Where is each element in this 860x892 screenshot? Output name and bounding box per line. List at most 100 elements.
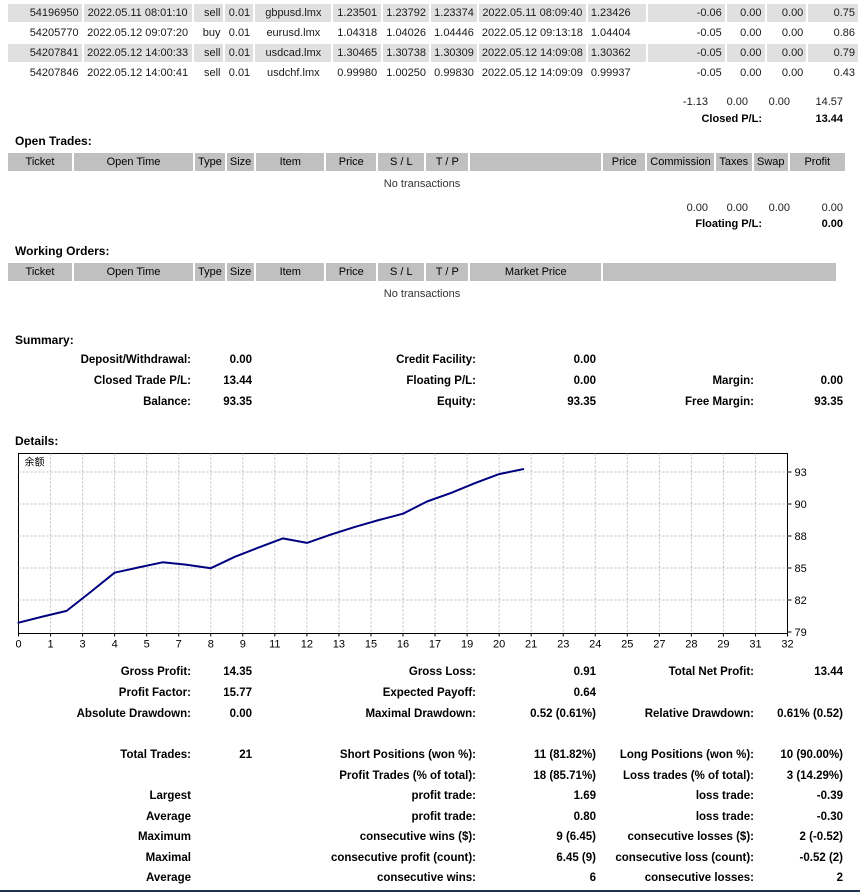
closed-pl-row: Closed P/L: 13.44 (0, 111, 860, 127)
x-tick-label: 13 (333, 639, 345, 651)
closed-trade-row[interactable]: 54207846 2022.05.12 14:00:41 sell 0.01 usdch… (8, 64, 858, 82)
closed-trade-cell: -0.05 (647, 64, 725, 82)
detail-stat-label: Maximal Drawdown: (365, 708, 476, 720)
closed-trade-cell: 1.04446 (431, 24, 477, 42)
summary-heading: Summary: (15, 333, 74, 347)
detail-stat-value: 0.61% (0.52) (777, 708, 843, 720)
closed-trade-cell: 1.30738 (383, 44, 430, 62)
closed-trades-table: 54196950 2022.05.11 08:01:10 sell 0.01 gbpus… (6, 2, 860, 84)
closed-trade-cell: 54207846 (8, 64, 82, 82)
detail-stat-value: 2 (836, 872, 843, 884)
column-header (470, 153, 602, 171)
x-tick-label: 8 (208, 639, 214, 651)
x-tick-label: 21 (525, 639, 537, 651)
open-trades-empty-text: No transactions (383, 178, 461, 190)
balance-chart-container: 93 90 88 85 82 79 0 1 3 4 5 7 8 9 11 12 13 15 16 17 19 20 21 23… (0, 451, 860, 654)
closed-trade-cell: 1.04404 (587, 24, 646, 42)
closed-trade-cell: 1.30362 (587, 44, 646, 62)
x-tick-label: 29 (717, 639, 729, 651)
detail-stat-value: 13.44 (814, 666, 843, 678)
closed-trade-cell: 0.79 (808, 44, 858, 62)
closed-trade-cell: gbpusd.lmx (255, 4, 332, 22)
summary-label: Closed Trade P/L: (93, 375, 191, 387)
detail-stat-value: 6 (589, 872, 596, 884)
detail-stat-label: consecutive losses: (644, 872, 754, 884)
summary-value: 93.35 (223, 396, 252, 408)
details-stats-grid-1: Gross Profit: 14.35 Gross Loss: 0.91 Total N… (0, 662, 843, 725)
detail-stat-label (0, 766, 191, 787)
column-header: Profit (789, 153, 845, 171)
detail-stat-value: 6.45 (9) (556, 851, 596, 864)
column-header: Size (226, 263, 255, 281)
detail-stat-label: consecutive loss (count): (615, 851, 754, 864)
detail-stat-label: Average (146, 810, 191, 823)
detail-stat-value (191, 786, 252, 807)
y-tick-label: 88 (795, 531, 807, 543)
x-tick-label: 28 (685, 639, 697, 651)
bottom-divider (0, 889, 860, 892)
closed-trade-cell: 54205770 (8, 24, 82, 42)
column-header: Open Time (74, 153, 193, 171)
closed-trade-cell: 0.00 (726, 24, 765, 42)
y-tick-label: 82 (795, 595, 807, 607)
summary-label: Balance: (143, 396, 191, 408)
balance-line (17, 468, 525, 624)
open-total-profit: 0.00 (821, 202, 843, 214)
x-tick-label: 11 (269, 639, 280, 651)
column-header: Market Price (470, 263, 602, 281)
closed-trade-row[interactable]: 54205770 2022.05.12 09:07:20 buy 0.01 eurusd… (8, 24, 858, 42)
detail-stat-label: Profit Factor: (118, 687, 191, 699)
x-tick-label: 7 (176, 639, 182, 651)
column-header: Price (326, 153, 377, 171)
closed-trade-cell: 1.23792 (383, 4, 430, 22)
column-header: Commission (647, 153, 714, 171)
x-tick-label: 3 (80, 639, 86, 651)
closed-trade-cell: 0.99830 (431, 64, 477, 82)
closed-trade-cell: 0.75 (808, 4, 858, 22)
closed-trade-cell: 0.01 (225, 4, 254, 22)
y-tick-label: 90 (795, 499, 807, 511)
closed-trade-cell: -0.06 (647, 4, 725, 22)
detail-stat-value: 21 (239, 749, 252, 761)
detail-stat-value: 0.91 (573, 666, 596, 678)
detail-stat-label: consecutive wins ($): (359, 831, 476, 843)
detail-stat-label: Loss trades (% of total): (623, 769, 754, 782)
y-tick-label: 79 (795, 627, 807, 639)
closed-trade-cell: 54207841 (8, 44, 82, 62)
x-tick-label: 20 (493, 639, 505, 651)
closed-trade-cell: 1.04318 (333, 24, 382, 42)
detail-stat-label: Relative Drawdown: (644, 708, 754, 720)
column-header: Open Time (74, 263, 193, 281)
detail-stat-label: profit trade: (411, 790, 476, 802)
closed-trade-cell: 1.30465 (333, 44, 382, 62)
closed-trade-row[interactable]: 54196950 2022.05.11 08:01:10 sell 0.01 gbpus… (8, 4, 858, 22)
closed-pl-value: 13.44 (815, 113, 843, 125)
closed-trade-row[interactable]: 54207841 2022.05.12 14:00:33 sell 0.01 usdca… (8, 44, 858, 62)
x-tick-label: 15 (365, 639, 377, 651)
detail-stat-value: 10 (90.00%) (780, 749, 843, 761)
summary-value: 0.00 (820, 375, 843, 387)
detail-stat-value: 0.80 (573, 810, 596, 823)
closed-trade-cell: 0.01 (225, 64, 254, 82)
x-tick-label: 19 (461, 639, 473, 651)
detail-stat-value (191, 827, 252, 848)
detail-stat-label: loss trade: (695, 810, 754, 823)
summary-label: Floating P/L: (406, 375, 476, 387)
closed-trade-cell: 2022.05.12 14:09:08 (478, 44, 586, 62)
summary-value: 93.35 (567, 396, 596, 408)
detail-stat-label: loss trade: (695, 790, 754, 802)
column-header: S / L (378, 153, 425, 171)
closed-trade-cell: -0.05 (647, 44, 725, 62)
summary-value (754, 350, 843, 371)
x-tick-label: 0 (15, 639, 21, 651)
closed-trade-cell: usdchf.lmx (255, 64, 332, 82)
floating-pl-row: Floating P/L: 0.00 (0, 216, 860, 232)
summary-label: Deposit/Withdrawal: (80, 354, 191, 366)
column-header: Type (195, 153, 225, 171)
x-tick-label: 5 (144, 639, 150, 651)
summary-grid: Deposit/Withdrawal: 0.00 Credit Facility: 0… (0, 350, 843, 413)
closed-trade-cell: usdcad.lmx (255, 44, 332, 62)
column-header: Item (256, 263, 325, 281)
detail-stat-label: Long Positions (won %): (619, 749, 754, 761)
